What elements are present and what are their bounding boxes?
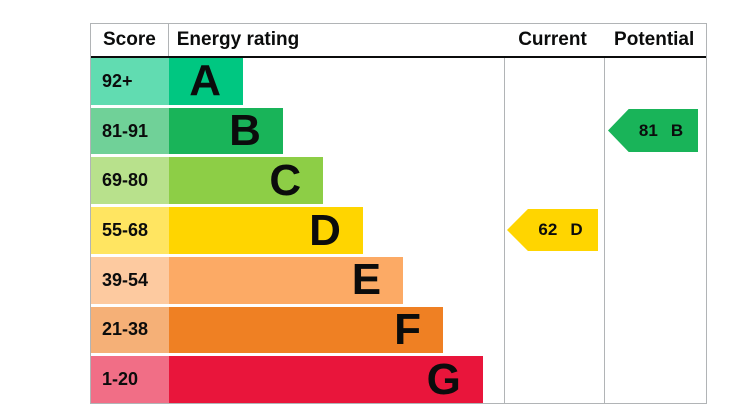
current-rating-arrow: 62 D xyxy=(507,209,598,251)
potential-rating-band: B xyxy=(670,120,684,140)
current-column-divider xyxy=(504,24,505,403)
band-bar-d: D xyxy=(169,207,363,254)
current-rating-value: 62 xyxy=(538,220,558,239)
band-bar-g: G xyxy=(169,356,483,404)
potential-column-header: Potential xyxy=(614,29,695,50)
potential-rating-arrow: 81 B xyxy=(608,109,698,152)
band-bar-area: D xyxy=(169,207,504,254)
band-bar-f: F xyxy=(169,306,444,354)
band-row-a: 92+ A xyxy=(91,58,706,105)
potential-rating-value: 81 xyxy=(638,120,658,140)
band-row-e: 39-54 E xyxy=(91,256,706,304)
band-score-label: 92+ xyxy=(91,58,169,105)
band-bar-area: G xyxy=(169,356,504,404)
current-column-header: Current xyxy=(518,29,587,50)
table-header-row: Score Energy rating Current Potential xyxy=(91,24,706,58)
band-bar-area: A xyxy=(169,58,504,105)
band-row-g: 1-20 G xyxy=(91,356,706,404)
band-score-label: 55-68 xyxy=(91,207,169,254)
band-score-label: 1-20 xyxy=(91,356,169,404)
band-bar-b: B xyxy=(169,107,283,155)
band-bar-c: C xyxy=(169,157,324,205)
band-bar-area: E xyxy=(169,256,504,304)
band-bar-area: C xyxy=(169,157,504,205)
potential-column-divider xyxy=(604,24,605,403)
band-row-c: 69-80 C xyxy=(91,157,706,205)
current-rating-band: D xyxy=(570,220,583,239)
band-score-label: 69-80 xyxy=(91,157,169,205)
band-row-f: 21-38 F xyxy=(91,306,706,354)
energy-rating-column-header: Energy rating xyxy=(176,29,300,50)
band-row-d: 55-68 D xyxy=(91,207,706,254)
band-score-label: 81-91 xyxy=(91,107,169,155)
band-score-label: 39-54 xyxy=(91,256,169,304)
rating-bands: 92+ A 81-91 B 69-80 C 55-68 D xyxy=(91,58,706,404)
epc-table: Score Energy rating Current Potential 92… xyxy=(90,23,707,404)
band-bar-a: A xyxy=(169,58,244,105)
band-score-label: 21-38 xyxy=(91,306,169,354)
band-bar-area: F xyxy=(169,306,504,354)
score-column-header: Score xyxy=(91,24,169,56)
band-bar-area: B xyxy=(169,107,504,155)
band-bar-e: E xyxy=(169,256,404,304)
band-row-b: 81-91 B xyxy=(91,107,706,155)
